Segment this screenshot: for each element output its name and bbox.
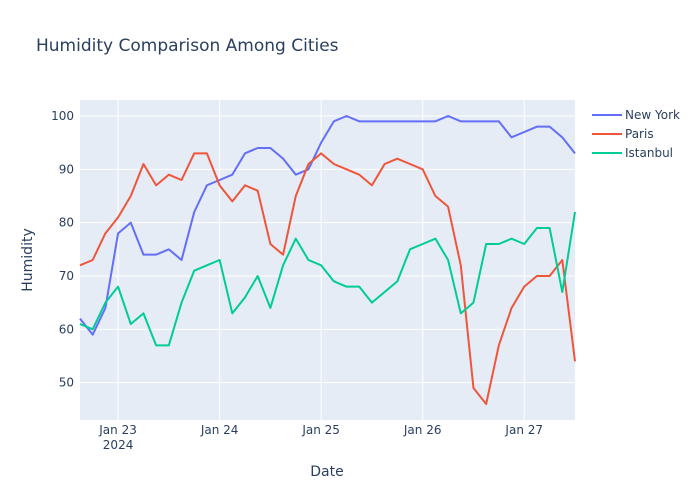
- x-tick-sublabel: 2024: [103, 438, 134, 452]
- legend-label: Istanbul: [625, 146, 673, 160]
- x-tick-label: Jan 27: [504, 423, 543, 437]
- y-tick-label: 60: [59, 322, 74, 336]
- legend-item-new-york[interactable]: New York: [592, 108, 680, 122]
- x-tick-label: Jan 25: [301, 423, 340, 437]
- legend-item-paris[interactable]: Paris: [592, 127, 654, 141]
- x-tick-label: Jan 24: [200, 423, 239, 437]
- legend[interactable]: New York Paris Istanbul: [592, 108, 680, 160]
- y-axis-title: Humidity: [20, 228, 36, 291]
- x-tick-label: Jan 23: [98, 423, 137, 437]
- plot-area: [80, 100, 575, 420]
- legend-label: Paris: [625, 127, 654, 141]
- legend-item-istanbul[interactable]: Istanbul: [592, 146, 673, 160]
- y-tick-label: 90: [59, 162, 74, 176]
- series-line-new-york: [79, 115, 576, 336]
- legend-label: New York: [625, 108, 680, 122]
- chart-title: Humidity Comparison Among Cities: [36, 36, 339, 56]
- x-axis-title: Date: [310, 464, 343, 480]
- y-tick-label: 80: [59, 216, 74, 230]
- y-tick-label: 50: [59, 376, 74, 390]
- x-tick-label: Jan 26: [403, 423, 442, 437]
- series-lines: [79, 115, 576, 405]
- series-line-paris: [79, 152, 576, 405]
- y-tick-label: 70: [59, 269, 74, 283]
- y-tick-label: 100: [51, 109, 74, 123]
- series-line-istanbul: [79, 211, 576, 347]
